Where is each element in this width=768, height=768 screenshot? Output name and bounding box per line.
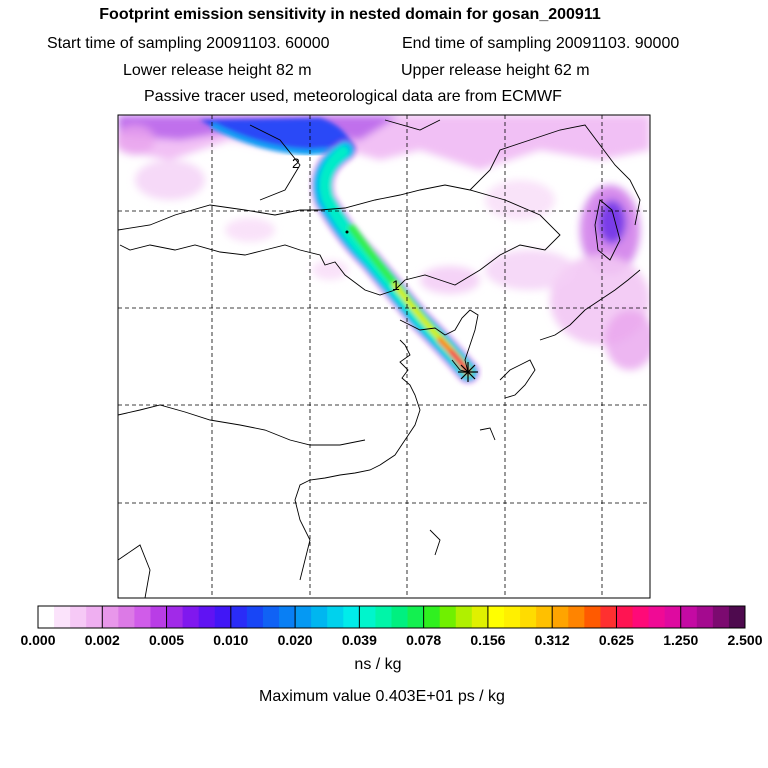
colorbar-tick-label: 0.005 xyxy=(149,632,184,648)
colorbar-cell xyxy=(327,606,344,628)
day-label-2: 2 xyxy=(292,155,300,171)
colorbar-cell xyxy=(536,606,553,628)
colorbar-cell xyxy=(38,606,55,628)
colorbar-cell xyxy=(664,606,682,628)
map-frame xyxy=(117,114,651,599)
footprint-map: 2 1 xyxy=(117,114,651,599)
colorbar-cell xyxy=(70,606,87,628)
colorbar: 0.000 0.002 0.005 0.010 0.020 0.039 0.078 0.156… xyxy=(20,605,763,648)
colorbar-tick-label: 0.312 xyxy=(535,632,570,648)
colorbar-cell xyxy=(134,606,151,628)
colorbar-tick-label: 0.002 xyxy=(85,632,120,648)
colorbar-cell xyxy=(343,606,360,628)
receptor-marker xyxy=(458,362,478,382)
colorbar-cell xyxy=(648,606,666,628)
colorbar-tick-label: 0.039 xyxy=(342,632,377,648)
colorbar-tick-label: 0.625 xyxy=(599,632,634,648)
lower-release-height-label: Lower release height 82 m xyxy=(123,62,312,79)
colorbar-cell xyxy=(680,606,698,628)
colorbar-cell xyxy=(728,606,746,628)
colorbar-tick-label: 1.250 xyxy=(663,632,698,648)
colorbar-tick-label: 0.010 xyxy=(213,632,248,648)
trajectory-dot xyxy=(345,230,349,234)
colorbar-cell xyxy=(455,606,473,628)
colorbar-frame xyxy=(37,605,746,629)
colorbar-cell xyxy=(230,606,248,628)
colorbar-cell xyxy=(54,606,71,628)
colorbar-cell xyxy=(600,606,617,628)
colorbar-cell xyxy=(118,606,135,628)
colorbar-cell xyxy=(552,606,569,628)
maximum-value: Maximum value 0.403E+01 ps / kg xyxy=(259,688,505,705)
colorbar-cell xyxy=(439,606,457,628)
tracer-note: Passive tracer used, meteorological data… xyxy=(144,88,562,105)
sampling-start-label: Start time of sampling 20091103. 60000 xyxy=(47,35,330,52)
colorbar-cell xyxy=(423,606,441,628)
colorbar-cell xyxy=(279,606,296,628)
colorbar-cell xyxy=(471,606,489,628)
colorbar-cell xyxy=(86,606,103,628)
colorbar-cell xyxy=(311,606,328,628)
colorbar-cell xyxy=(375,606,392,628)
colorbar-unit: ns / kg xyxy=(354,656,402,673)
lat-lon-grid xyxy=(118,115,650,598)
colorbar-cell xyxy=(696,606,714,628)
colorbar-cell xyxy=(487,606,505,628)
colorbar-cell xyxy=(262,606,280,628)
colorbar-tick-label: 0.078 xyxy=(406,632,441,648)
colorbar-cell xyxy=(568,606,585,628)
colorbar-cell xyxy=(407,606,425,628)
colorbar-cell xyxy=(246,606,264,628)
colorbar-cell xyxy=(584,606,601,628)
colorbar-cell xyxy=(616,606,634,628)
plume-main xyxy=(310,138,480,384)
colorbar-tick-label: 0.020 xyxy=(278,632,313,648)
colorbar-cell xyxy=(182,606,200,628)
colorbar-cell xyxy=(214,606,232,628)
colorbar-cell xyxy=(166,606,184,628)
map-background xyxy=(118,115,650,598)
colorbar-cell xyxy=(503,606,521,628)
colorbar-cell xyxy=(359,606,376,628)
upper-release-height-label: Upper release height 62 m xyxy=(401,62,590,79)
colorbar-cell xyxy=(632,606,650,628)
day-label-1: 1 xyxy=(392,277,400,293)
colorbar-cell xyxy=(520,606,537,628)
colorbar-cell xyxy=(712,606,730,628)
colorbar-cell xyxy=(198,606,216,628)
colorbar-cell xyxy=(391,606,409,628)
colorbar-cell xyxy=(295,606,312,628)
colorbar-tick-label: 0.156 xyxy=(470,632,505,648)
colorbar-cell xyxy=(150,606,168,628)
colorbar-tick-label: 0.000 xyxy=(20,632,55,648)
sampling-end-label: End time of sampling 20091103. 90000 xyxy=(402,35,680,52)
colorbar-tick-label: 2.500 xyxy=(727,632,762,648)
chart-title: Footprint emission sensitivity in nested… xyxy=(99,6,601,23)
colorbar-cell xyxy=(102,606,119,628)
